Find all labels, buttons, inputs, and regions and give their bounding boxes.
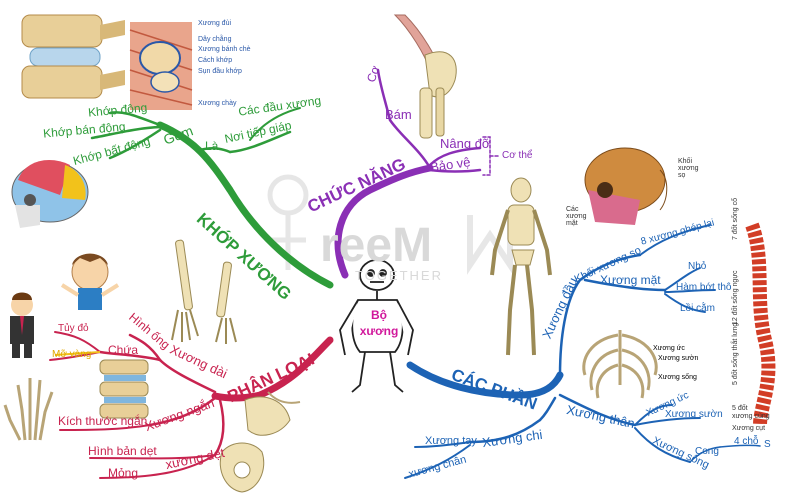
spine-label-3: 5 đốt sống thắt lưng xyxy=(732,322,739,385)
label-mo-vang: Mỡ vàng xyxy=(52,349,92,360)
knee-label-xuong-banh-che: Xương bánh chè xyxy=(198,46,251,53)
label-nho: Nhỏ xyxy=(688,261,707,272)
label-co-the: Cơ thể xyxy=(502,150,533,161)
branch-chuc-nang-lines xyxy=(334,68,501,279)
label-bam: Bám xyxy=(385,107,412,122)
watermark-brand: reeM xyxy=(320,219,433,272)
mo-vang-line xyxy=(54,351,101,356)
knee-label-cach-khop: Cách khớp xyxy=(198,57,233,64)
rib-label-xuong-suon: Xương sườn xyxy=(658,355,699,362)
label-hinh-ban-det: Hình bản dẹt xyxy=(88,444,157,458)
label-mong: Mỏng xyxy=(108,466,139,480)
skull-label-khoi-xuong-so: Khối xương sọ xyxy=(678,158,699,179)
spine-label-1: 7 đốt sống cổ xyxy=(732,197,739,240)
spine-column-image xyxy=(745,222,776,426)
center-skeleton-illustration xyxy=(339,259,414,393)
vertebra-image xyxy=(21,14,125,99)
man-cartoon-image xyxy=(10,292,34,358)
knee-label-sun-dau-khop: Sụn đầu khớp xyxy=(198,68,242,75)
watermark-sub: TOGETHER xyxy=(355,268,443,283)
pelvis-image xyxy=(219,442,265,493)
spine-label-4: 5 đốt xyxy=(732,405,748,412)
spine-label-6: Xương cụt xyxy=(732,425,766,432)
knee-label-xuong-chay: Xương chày xyxy=(198,100,237,107)
skull-image-colored xyxy=(11,160,89,228)
label-s: S xyxy=(764,439,771,450)
knee-joint-image xyxy=(129,22,193,110)
rib-label-xuong-song: Xương sống xyxy=(658,374,697,381)
label-loi-cam: Lồi cằm xyxy=(680,303,716,314)
knee-label-day-chang: Dây chằng xyxy=(198,36,232,43)
label-xuong-tay: Xương tay xyxy=(425,435,477,447)
center-title: Bộ xương xyxy=(359,308,399,338)
spine-label-2: 12 đốt sống ngực xyxy=(732,270,739,325)
label-cong: Cong xyxy=(695,446,719,457)
label-nang-do: Nâng đỡ xyxy=(440,136,491,151)
branch-khop-xuong-lines xyxy=(90,107,334,289)
label-chua: Chứa xyxy=(108,343,139,357)
skull-label-cac-xuong-mat: Các xương mặt xyxy=(566,206,587,227)
spine-segment-image xyxy=(99,359,149,419)
label-la: Là xyxy=(205,139,219,153)
label-kich-thuoc-ngan: Kích thước ngắn xyxy=(58,414,148,428)
spine-label-5: xương cùng xyxy=(732,413,770,420)
rib-label-xuong-uc: Xương ức xyxy=(653,345,685,352)
label-4-cho: 4 chỗ xyxy=(734,436,759,447)
label-xuong-suon: Xương sườn xyxy=(665,409,723,420)
hand-bones-image xyxy=(3,378,54,441)
knee-muscle-image xyxy=(393,14,457,139)
scapula-image xyxy=(244,391,301,436)
label-ham-bot-tho: Hàm bớt thô xyxy=(676,282,732,293)
boy-cartoon-image xyxy=(60,253,120,310)
rib-cage-image xyxy=(582,330,658,399)
branch-cac-phan-lines xyxy=(404,224,761,479)
full-skeleton-image xyxy=(490,177,552,356)
long-bones-image xyxy=(171,239,237,344)
label-tuy-do: Tủy đỏ xyxy=(58,323,89,334)
knee-label-xuong-dui: Xương đùi xyxy=(198,20,232,27)
skull-image-blue-branch xyxy=(584,147,668,225)
branch-phan-loai-lines xyxy=(49,331,334,479)
label-xuong-mat: Xương mặt xyxy=(600,273,661,287)
